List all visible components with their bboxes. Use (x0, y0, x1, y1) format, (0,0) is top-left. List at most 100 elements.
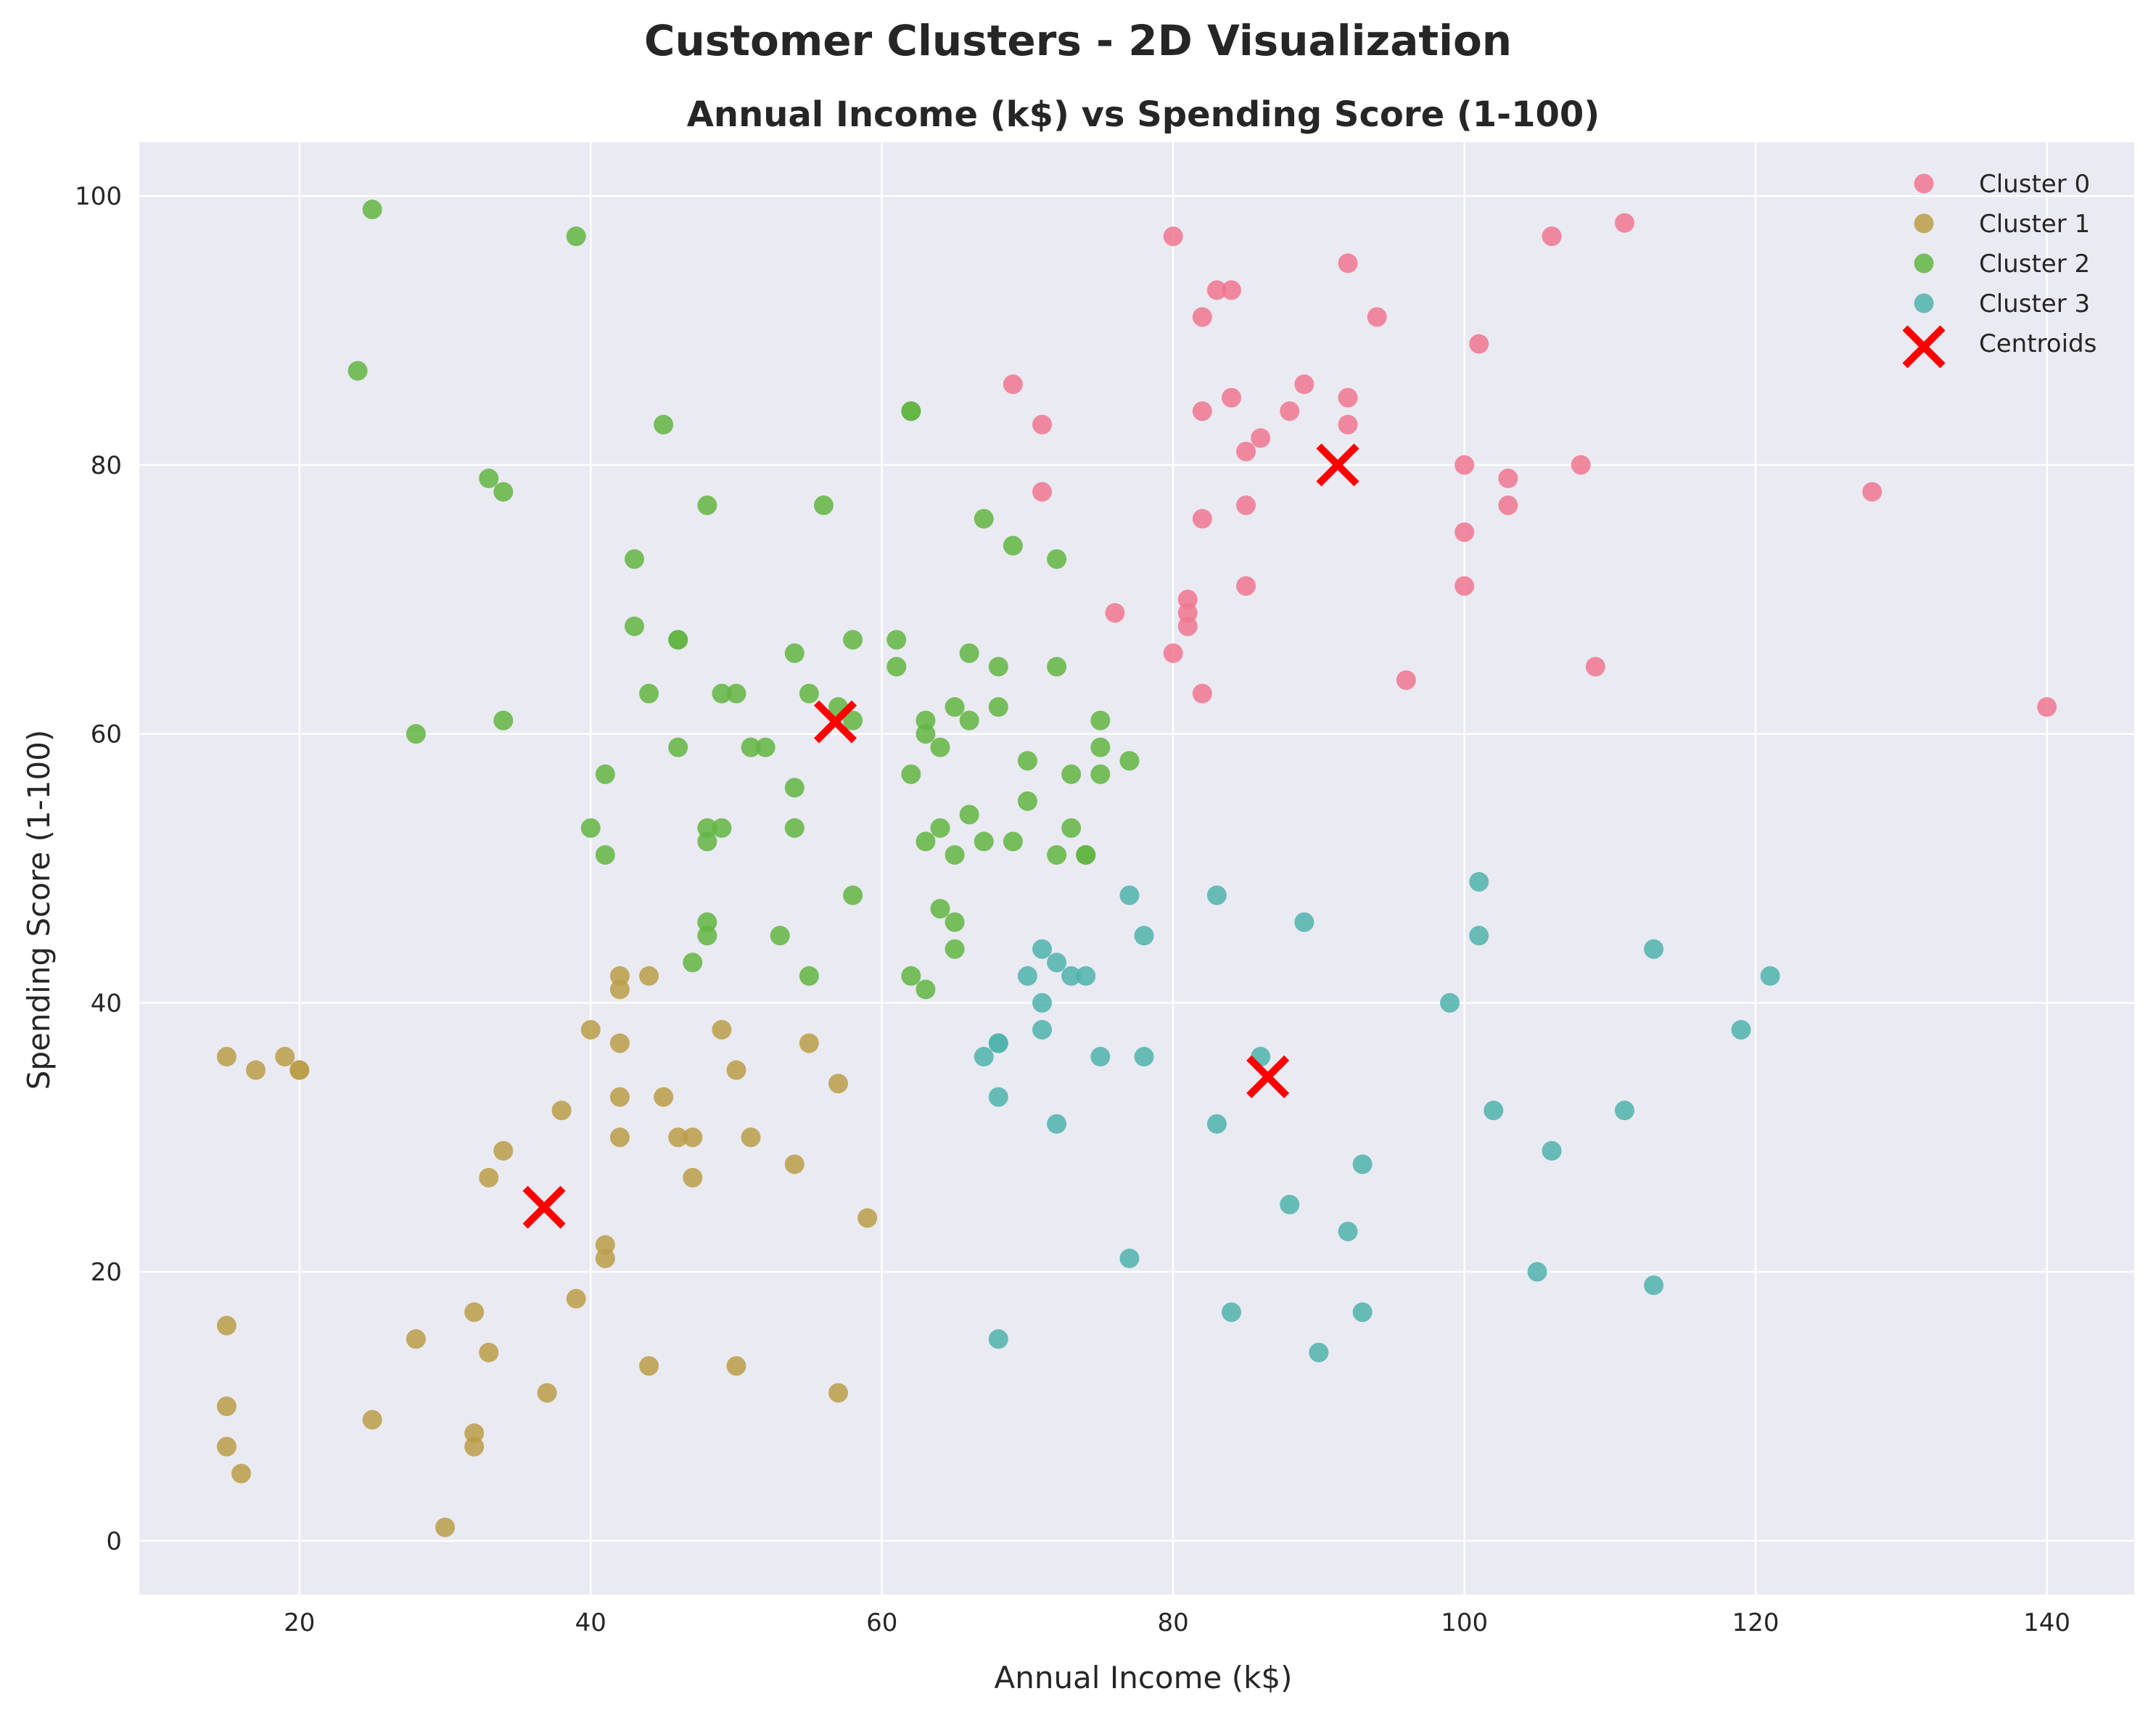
cluster-2-point (493, 482, 514, 502)
cluster-2-point (1061, 764, 1082, 784)
cluster-2-point (930, 737, 950, 757)
cluster-2-point (901, 401, 921, 421)
cluster-0-point (1206, 280, 1227, 300)
x-tick-label: 80 (1158, 1608, 1189, 1637)
cluster-3-point (1614, 1101, 1634, 1121)
cluster-3-point (1032, 939, 1053, 959)
cluster-2-point (595, 764, 615, 784)
cluster-1-point (609, 1033, 630, 1053)
x-tick-label: 140 (2023, 1608, 2070, 1637)
legend-cluster-1-marker (1914, 213, 1934, 234)
y-tick-label: 80 (91, 451, 122, 480)
cluster-2-point (1003, 831, 1023, 852)
cluster-0-point (1192, 509, 1212, 529)
cluster-3-point (1440, 992, 1460, 1013)
cluster-2-point (901, 764, 921, 784)
cluster-1-point (609, 1087, 630, 1107)
legend-cluster-1-label: Cluster 1 (1979, 210, 2090, 239)
cluster-2-point (813, 495, 834, 515)
cluster-1-point (683, 1167, 703, 1188)
cluster-1-point (726, 1356, 746, 1376)
cluster-3-point (1469, 872, 1489, 892)
cluster-3-point (1017, 966, 1037, 986)
cluster-1-point (639, 966, 659, 986)
cluster-0-point (1032, 482, 1053, 502)
cluster-2-point (901, 966, 921, 986)
cluster-1-point (479, 1342, 499, 1362)
cluster-2-point (945, 939, 965, 959)
data-points (216, 200, 2057, 1537)
cluster-0-point (1585, 657, 1605, 677)
cluster-2-point (1017, 751, 1037, 771)
y-tick-label: 60 (91, 720, 122, 749)
cluster-1-point (464, 1423, 485, 1444)
cluster-3-point (1076, 966, 1096, 986)
cluster-2-point (697, 831, 717, 852)
cluster-1-point (609, 1127, 630, 1148)
figure-title: Customer Clusters - 2D Visualization (644, 16, 1512, 65)
cluster-0-point (1163, 226, 1183, 247)
cluster-3-point (1731, 1019, 1751, 1040)
cluster-3-point (988, 1329, 1008, 1349)
cluster-2-point (916, 724, 936, 744)
cluster-2-point (916, 831, 936, 852)
cluster-2-point (1090, 764, 1111, 784)
cluster-2-point (347, 361, 368, 381)
cluster-2-point (712, 683, 732, 704)
centroid-marker (1246, 1055, 1290, 1098)
cluster-2-point (1003, 535, 1023, 556)
cluster-0-point (1455, 455, 1475, 475)
cluster-2-point (974, 509, 994, 529)
cluster-3-point (1206, 1114, 1227, 1134)
cluster-2-point (1119, 751, 1140, 771)
cluster-1-point (216, 1396, 236, 1416)
cluster-1-point (216, 1436, 236, 1457)
cluster-2-point (406, 724, 426, 744)
cluster-1-point (246, 1060, 266, 1080)
cluster-3-point (1352, 1302, 1373, 1323)
legend-cluster-3-label: Cluster 3 (1979, 289, 2090, 318)
legend-centroids-label: Centroids (1979, 329, 2097, 358)
cluster-0-point (1192, 307, 1212, 327)
cluster-1-point (609, 966, 630, 986)
cluster-0-point (1367, 307, 1387, 327)
cluster-2-point (843, 885, 863, 905)
cluster-0-point (1614, 213, 1634, 233)
cluster-0-point (1338, 414, 1358, 435)
cluster-0-point (1236, 576, 1256, 596)
cluster-0-point (1236, 441, 1256, 461)
legend-cluster-2-marker (1914, 253, 1934, 274)
centroid-marker (1316, 443, 1359, 487)
cluster-2-point (697, 926, 717, 946)
y-tick-label: 0 (106, 1527, 122, 1556)
cluster-3-point (1047, 1114, 1067, 1134)
cluster-1-point (712, 1019, 732, 1040)
cluster-3-point (1032, 1019, 1053, 1040)
axis-ticks: 20 40 60 80 100 120 140 0 20 40 60 80 100 (75, 182, 2070, 1637)
cluster-0-point (1177, 616, 1198, 636)
cluster-1-point (580, 1019, 601, 1040)
cluster-2-point (988, 697, 1008, 717)
cluster-1-point (726, 1060, 746, 1080)
cluster-1-point (406, 1329, 426, 1349)
cluster-0-point (1542, 226, 1562, 247)
cluster-2-point (930, 818, 950, 838)
cluster-2-point (930, 899, 950, 919)
legend-centroid-marker (1902, 325, 1946, 369)
cluster-2-point (566, 226, 586, 247)
cluster-1-point (741, 1127, 761, 1148)
cluster-2-point (580, 818, 601, 838)
cluster-2-point (959, 710, 979, 731)
legend-cluster-2-label: Cluster 2 (1979, 250, 2090, 279)
cluster-2-point (916, 979, 936, 1000)
cluster-2-point (784, 778, 805, 798)
cluster-1-point (595, 1249, 615, 1269)
cluster-3-point (1206, 885, 1227, 905)
cluster-3-point (988, 1033, 1008, 1053)
cluster-2-point (799, 966, 819, 986)
cluster-3-point (1760, 966, 1780, 986)
cluster-2-point (843, 710, 863, 731)
cluster-3-point (1047, 953, 1067, 973)
cluster-2-point (886, 630, 907, 650)
cluster-1-point (828, 1074, 849, 1094)
